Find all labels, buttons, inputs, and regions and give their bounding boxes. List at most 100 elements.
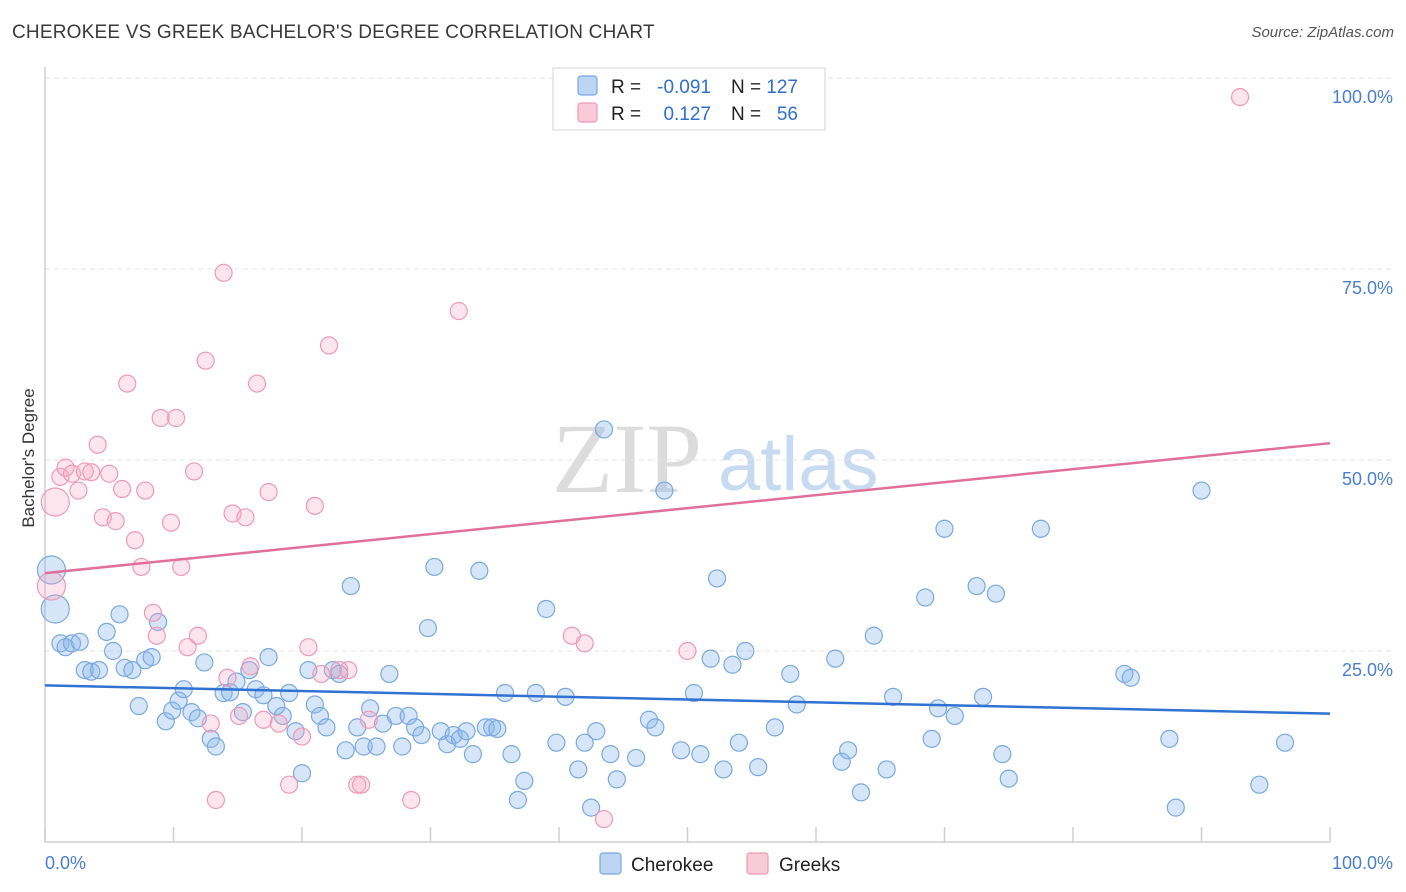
cherokee-point-116 [973,687,993,706]
cherokee-point-106 [851,783,871,802]
legend-r-value-2: 0.127 [663,104,711,125]
greeks-point-41 [299,638,318,657]
cherokee-point-54 [386,706,405,726]
greeks-point-51 [449,301,468,321]
cherokee-point-108 [877,760,896,779]
cherokee-point-105 [839,741,858,760]
greeks-point-42 [305,496,324,515]
greeks-point-21 [166,408,186,428]
greeks-point-2 [51,467,70,486]
x-tick-label-max: 100.0% [1332,853,1393,873]
cherokee-point-43 [317,718,336,737]
greeks-point-17 [143,603,163,622]
cherokee-point-55 [393,737,412,756]
greeks-point-29 [214,263,233,282]
cherokee-point-17 [148,612,168,632]
series-legend: Cherokee Greeks [599,852,840,876]
greeks-point-33 [236,508,255,527]
legend-n-label-2: N = [731,104,761,125]
cherokee-point-37 [280,683,299,703]
cherokee-point-98 [736,641,755,661]
cherokee-point-118 [993,745,1012,764]
cherokee-point-51 [367,737,386,756]
cherokee-point-125 [1192,481,1211,500]
cherokee-point-97 [729,733,749,752]
cherokee-point-95 [714,760,733,779]
cherokee-point-16 [142,648,161,667]
greeks-point-20 [161,513,181,532]
greeks-point-8 [88,435,107,454]
cherokee-point-122 [1121,668,1140,687]
greeks-point-54 [594,809,614,829]
x-tick-label-min: 0.0% [45,853,86,873]
cherokee-point-49 [354,737,373,756]
cherokee-point-74 [515,771,534,790]
cherokee-point-7 [82,662,101,681]
cherokee-point-81 [582,798,601,817]
cherokee-point-28 [220,683,240,702]
greeks-point-36 [254,710,273,729]
cherokee-point-86 [626,748,646,768]
y-tick-label-100: 100.0% [1332,87,1393,107]
chart-title: CHEROKEE VS GREEK BACHELOR'S DEGREE CORR… [12,22,655,43]
greeks-point-34 [241,657,260,676]
cherokee-point-85 [607,770,626,789]
cherokee-trendline [44,684,1331,715]
y-axis-title: Bachelor's Degree [19,388,38,527]
greeks-point-39 [280,775,299,794]
bottom-legend-swatch-cherokee [599,852,622,875]
cherokee-point-66 [463,745,483,764]
cherokee-point-107 [864,626,883,645]
greeks-point-27 [201,714,220,733]
cherokee-point-90 [671,741,691,760]
greeks-point-32 [229,706,249,726]
y-tick-label-50: 50.0% [1342,469,1393,489]
source-label: Source: ZipAtlas.com [1251,24,1394,41]
cherokee-point-80 [575,733,594,752]
cherokee-point-102 [787,695,806,714]
legend-n-value-2: 56 [777,104,798,125]
cherokee-point-20 [169,691,188,710]
cherokee-point-57 [405,718,425,737]
greeks-trendline [44,441,1331,575]
cherokee-point-53 [380,664,399,684]
cherokee-point-24 [195,653,214,672]
cherokee-point-111 [922,729,941,748]
cherokee-point-5 [70,632,89,651]
cherokee-point-1 [40,594,70,624]
greeks-point-0 [36,571,67,601]
greeks-point-5 [69,481,88,500]
greeks-point-26 [196,351,215,370]
greeks-point-25 [188,626,208,645]
bottom-legend-label-cherokee: Cherokee [631,855,713,876]
cherokee-point-99 [749,758,768,777]
greeks-point-55 [678,641,697,661]
cherokee-point-101 [781,664,800,684]
greeks-point-30 [218,668,237,687]
cherokee-point-35 [267,696,286,716]
cherokee-point-39 [292,764,312,783]
greeks-point-37 [259,482,278,502]
cherokee-point-26 [206,737,226,756]
cherokee-point-115 [967,576,986,596]
cherokee-point-94 [707,569,727,588]
cherokee-point-41 [305,695,324,714]
cherokee-point-42 [310,706,330,726]
cherokee-point-109 [883,687,903,706]
y-tick-label-25: 25.0% [1342,660,1393,680]
correlation-legend: R = -0.091 N = 127 R = 0.127 N = 56 [552,67,826,131]
legend-r-value-1: -0.091 [657,77,711,98]
cherokee-point-46 [336,741,355,760]
greeks-point-35 [247,374,267,393]
cherokee-point-114 [945,706,964,726]
cherokee-point-59 [418,618,438,638]
cherokee-point-124 [1166,798,1185,817]
legend-n-label-1: N = [731,77,761,98]
bottom-legend-swatch-greeks [746,852,769,875]
greeks-point-7 [82,463,101,482]
greeks-point-43 [312,664,331,684]
greeks-point-16 [136,481,155,500]
greeks-point-14 [125,531,145,550]
cherokee-point-34 [259,648,278,667]
